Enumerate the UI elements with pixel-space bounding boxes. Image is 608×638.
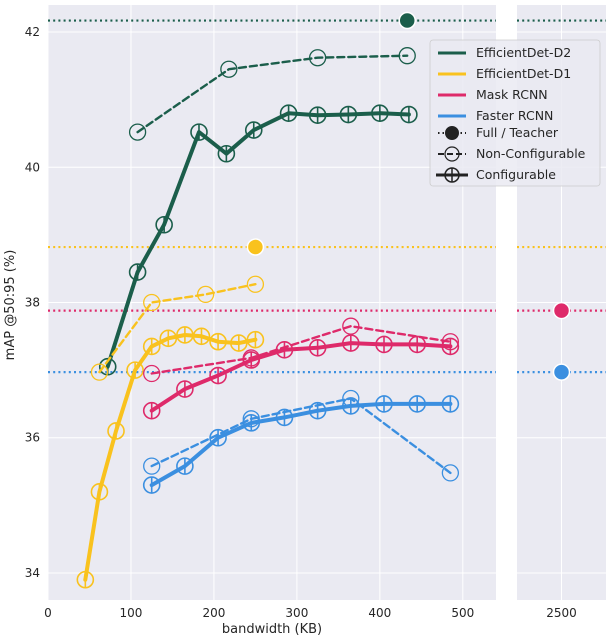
x-tick-label-right: 2500 <box>546 606 577 620</box>
point-mask-rcnn-non-configurable <box>342 317 360 335</box>
axes: 34 36 38 40 42 0 100 200 300 400 500 2500 <box>25 25 577 620</box>
x-tick-label: 500 <box>451 606 474 620</box>
series-line-efficientdet-d2-non-configurable <box>136 54 409 134</box>
point-efficientdet-d1-non-configurable <box>143 293 161 312</box>
series-layer <box>76 47 460 589</box>
point-faster-rcnn-non-configurable <box>342 389 360 408</box>
point-efficientdet-d2-non-configurable <box>308 49 327 67</box>
point-faster-rcnn-non-configurable <box>242 410 260 428</box>
point-efficientdet-d1-non-configurable <box>246 275 265 293</box>
series-line-faster-rcnn-configurable <box>149 401 453 488</box>
point-mask-rcnn-non-configurable <box>143 364 161 383</box>
point-mask-rcnn-non-configurable <box>242 349 260 367</box>
x-tick-label: 300 <box>285 606 308 620</box>
legend-label-configurable: Configurable <box>476 167 556 182</box>
legend: EfficientDet-D2 EfficientDet-D1 Mask RCN… <box>429 39 601 187</box>
series-line-efficientdet-d1-non-configurable <box>98 283 257 374</box>
point-faster-rcnn-non-configurable <box>441 464 460 482</box>
series-line-faster-rcnn-non-configurable <box>150 397 452 475</box>
y-tick-label: 42 <box>25 25 40 39</box>
series-line-mask-rcnn-non-configurable <box>150 325 452 375</box>
x-tick-label: 0 <box>44 606 52 620</box>
legend-frame <box>429 39 601 187</box>
legend-label-model-3: Mask RCNN <box>476 87 548 102</box>
legend-entry-full-teacher: Full / Teacher <box>438 125 559 140</box>
legend-label-non-configurable: Non-Configurable <box>476 146 586 161</box>
legend-label-model-1: EfficientDet-D2 <box>476 45 571 60</box>
legend-label-model-4: Faster RCNN <box>476 108 553 123</box>
teacher-point-mask-rcnn <box>552 301 571 320</box>
x-tick-label: 200 <box>202 606 225 620</box>
teacher-point-efficientdet-d2 <box>398 11 416 30</box>
y-axis-label: mAP @50:95 (%) <box>3 250 18 361</box>
legend-entry-model-3: Mask RCNN <box>438 87 548 102</box>
teacher-reference-lines <box>48 11 606 381</box>
series-line-mask-rcnn-configurable <box>149 341 453 413</box>
point-efficientdet-d1-non-configurable <box>90 363 109 381</box>
x-tick-label: 100 <box>120 606 143 620</box>
legend-marker-non-configurable <box>444 146 460 162</box>
legend-label-model-2: EfficientDet-D1 <box>476 66 571 81</box>
legend-entry-model-1: EfficientDet-D2 <box>438 45 571 60</box>
legend-entry-non-configurable: Non-Configurable <box>438 146 586 162</box>
legend-entry-configurable: Configurable <box>436 167 556 183</box>
x-tick-label: 400 <box>368 606 391 620</box>
y-tick-label: 40 <box>25 160 40 174</box>
y-tick-label: 36 <box>25 431 40 445</box>
point-faster-rcnn-non-configurable <box>143 457 161 475</box>
teacher-point-efficientdet-d1 <box>246 238 265 256</box>
point-efficientdet-d2-non-configurable <box>220 60 238 78</box>
teacher-point-faster-rcnn <box>552 363 571 381</box>
y-tick-label: 38 <box>25 296 40 310</box>
point-efficientdet-d2-non-configurable <box>398 47 416 65</box>
legend-entry-model-2: EfficientDet-D1 <box>438 66 571 81</box>
y-tick-label: 34 <box>25 566 40 580</box>
legend-entry-model-4: Faster RCNN <box>438 108 553 123</box>
point-efficientdet-d1-non-configurable <box>196 285 215 304</box>
x-axis-label: bandwidth (KB) <box>222 622 322 637</box>
legend-label-full-teacher: Full / Teacher <box>476 125 559 140</box>
point-mask-rcnn-non-configurable <box>441 333 460 351</box>
point-efficientdet-d2-non-configurable <box>128 123 147 141</box>
legend-marker-full-teacher <box>445 126 459 140</box>
